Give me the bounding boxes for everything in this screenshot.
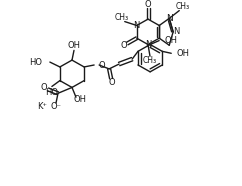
Text: OH: OH [68,41,81,50]
Text: O: O [121,41,127,50]
Text: O: O [98,60,105,70]
Text: N: N [173,27,179,36]
Text: HO: HO [29,58,42,67]
Text: CH₃: CH₃ [175,2,189,11]
Text: OH: OH [164,36,177,45]
Text: OH: OH [176,49,189,58]
Text: K⁺: K⁺ [37,102,47,111]
Text: HO: HO [45,88,58,97]
Text: O: O [145,0,151,9]
Text: O: O [41,83,47,92]
Text: N: N [145,40,151,49]
Text: O: O [109,78,115,87]
Text: N: N [134,21,140,30]
Text: O⁻: O⁻ [51,102,61,111]
Text: CH₃: CH₃ [143,56,157,65]
Text: CH₃: CH₃ [115,13,129,22]
Text: OH: OH [74,95,86,104]
Text: N: N [166,14,173,23]
